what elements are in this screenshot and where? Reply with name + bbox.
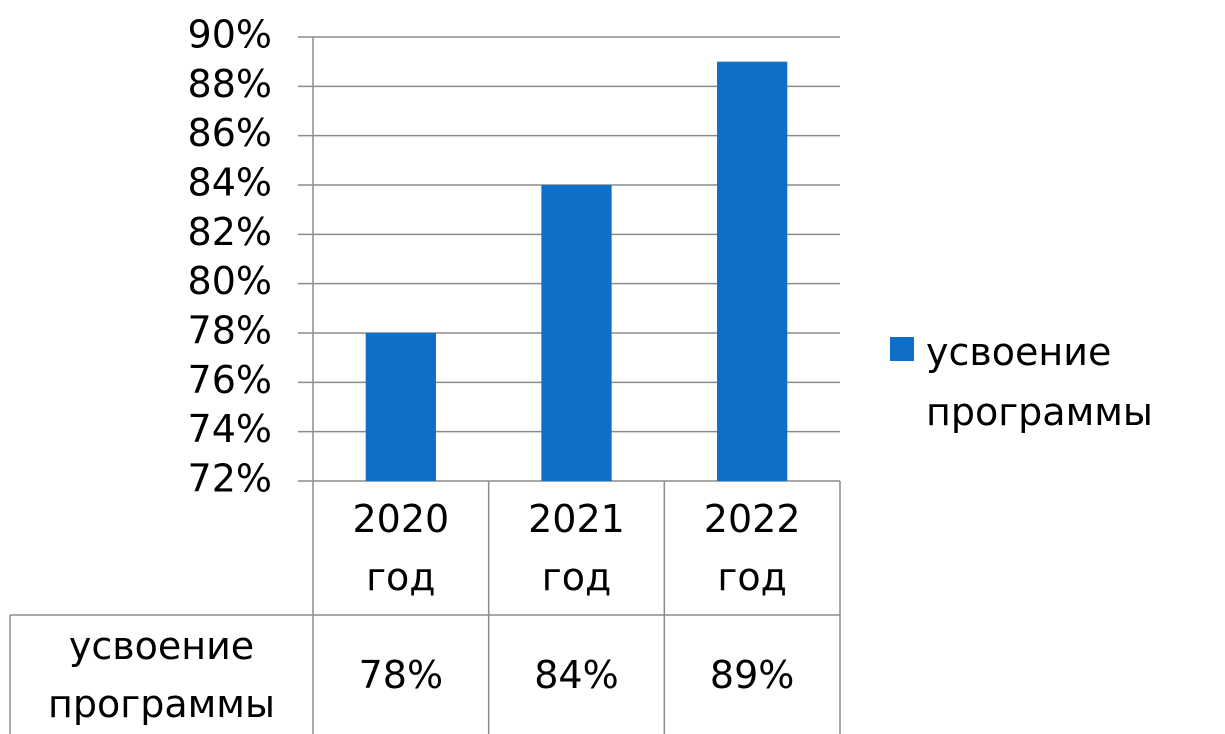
bar — [365, 333, 436, 481]
y-tick-label: 72% — [188, 457, 272, 501]
y-tick-label: 80% — [188, 259, 272, 303]
y-tick-label: 76% — [188, 358, 272, 402]
table-value: 89% — [709, 652, 795, 697]
bar — [541, 185, 612, 481]
table-value: 78% — [358, 652, 444, 697]
y-tick-label: 84% — [188, 161, 272, 205]
y-tick-label: 90% — [188, 13, 272, 57]
table-value: 84% — [534, 652, 619, 697]
table-category: 2021 год — [528, 497, 625, 599]
y-tick-label: 74% — [188, 407, 272, 451]
table-category: 2020 год — [352, 497, 450, 599]
y-tick-label: 82% — [188, 210, 272, 254]
legend-label: усвоение программы — [926, 330, 1153, 434]
table-series-name: усвоение программы — [48, 623, 275, 726]
table-category: 2022 год — [703, 497, 801, 599]
y-tick-label: 86% — [188, 111, 272, 155]
legend-swatch — [890, 337, 914, 361]
bar — [717, 61, 788, 482]
y-tick-label: 88% — [188, 62, 272, 106]
y-tick-label: 78% — [188, 309, 272, 353]
